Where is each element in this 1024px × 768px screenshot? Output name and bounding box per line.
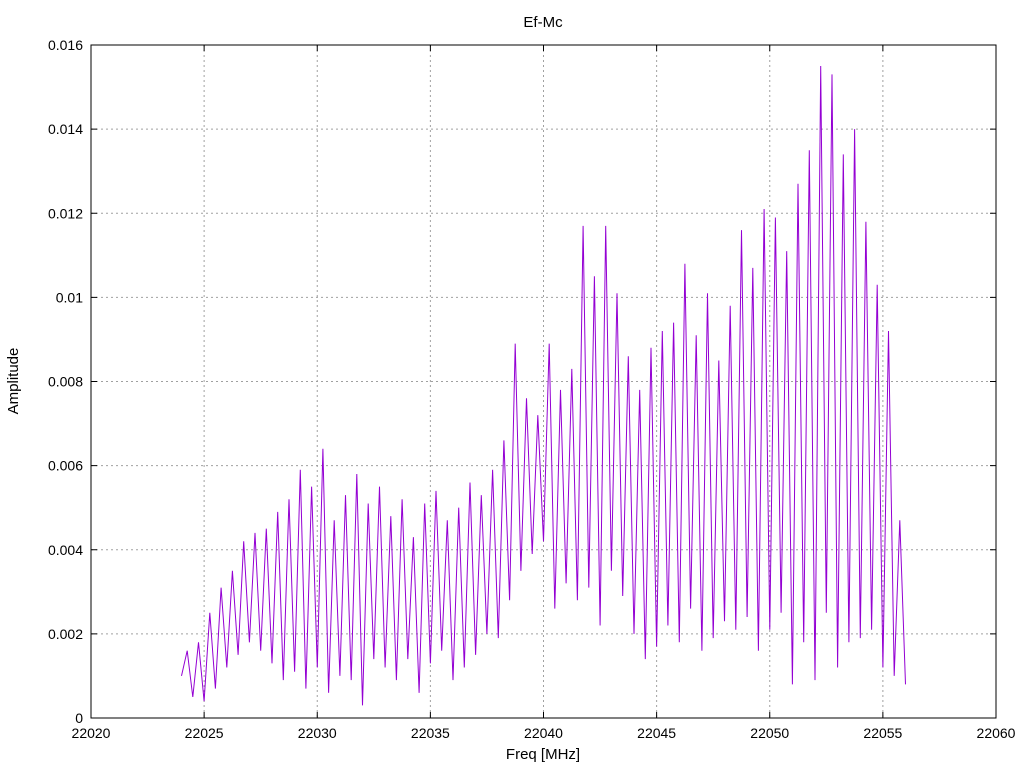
y-tick-label: 0.008 bbox=[48, 374, 83, 390]
data-series bbox=[181, 65, 906, 706]
x-tick-label: 22050 bbox=[750, 725, 789, 741]
y-tick-label: 0.012 bbox=[48, 205, 83, 221]
amplitude-series-line bbox=[181, 65, 906, 706]
x-axis-label: Freq [MHz] bbox=[506, 746, 580, 763]
y-tick-labels: 0 0.002 0.004 0.006 0.008 0.01 0.012 0.014 0.016 bbox=[48, 37, 83, 726]
x-tick-label: 22055 bbox=[863, 725, 902, 741]
y-axis-label: Amplitude bbox=[5, 348, 22, 415]
y-tick-label: 0 bbox=[75, 710, 83, 726]
x-tick-label: 22035 bbox=[411, 725, 450, 741]
x-tick-label: 22045 bbox=[637, 725, 676, 741]
x-tick-label: 22025 bbox=[185, 725, 224, 741]
y-tick-label: 0.006 bbox=[48, 458, 83, 474]
chart-title: Ef-Mc bbox=[523, 14, 563, 31]
x-tick-label: 22060 bbox=[977, 725, 1016, 741]
x-tick-label: 22020 bbox=[72, 725, 111, 741]
x-tick-label: 22040 bbox=[524, 725, 563, 741]
y-tick-label: 0.014 bbox=[48, 121, 83, 137]
y-tick-label: 0.002 bbox=[48, 626, 83, 642]
x-tick-label: 22030 bbox=[298, 725, 337, 741]
grid-lines bbox=[91, 45, 996, 718]
y-tick-label: 0.016 bbox=[48, 37, 83, 53]
y-tick-label: 0.004 bbox=[48, 542, 83, 558]
y-tick-label: 0.01 bbox=[56, 289, 83, 305]
plot-frame bbox=[90, 44, 997, 719]
x-tick-labels: 22020 22025 22030 22035 22040 22045 22050 22055… bbox=[72, 725, 1016, 741]
